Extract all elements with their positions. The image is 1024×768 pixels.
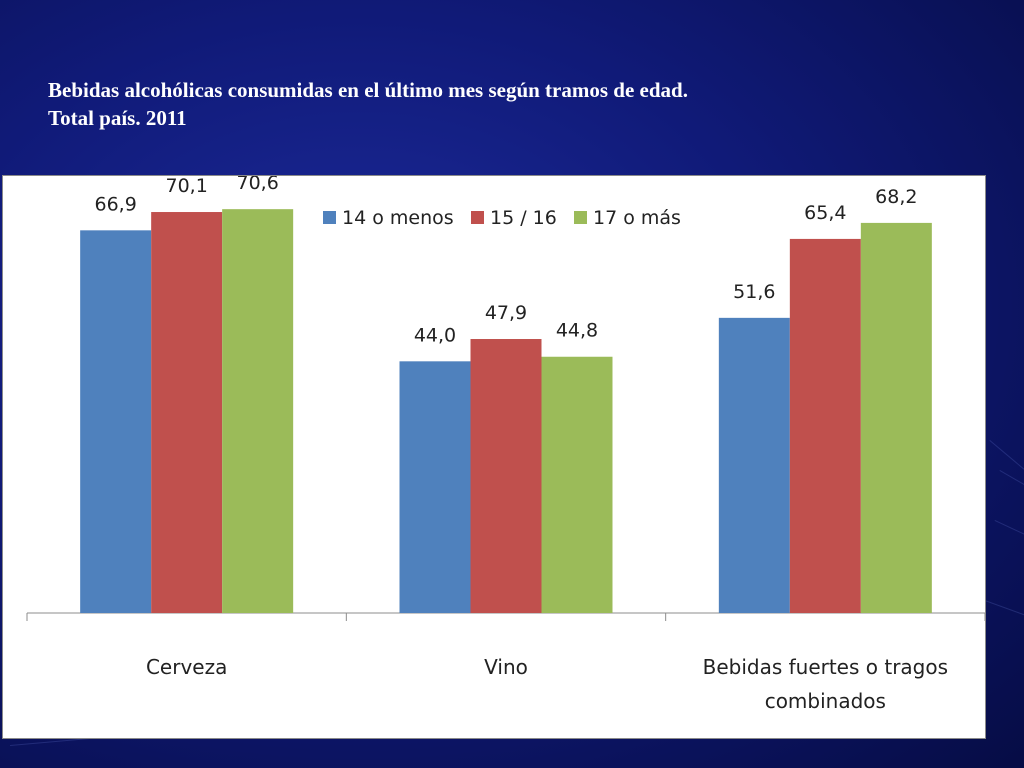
legend-swatch bbox=[471, 211, 484, 224]
data-label: 51,6 bbox=[733, 281, 775, 303]
bar-17-o-m-s bbox=[222, 209, 294, 613]
bar-14-o-menos bbox=[80, 230, 152, 613]
slide-title: Bebidas alcohólicas consumidas en el últ… bbox=[48, 76, 1008, 132]
bar-15-16 bbox=[470, 339, 542, 613]
bar-15-16 bbox=[789, 238, 861, 614]
category-label: Vino bbox=[484, 655, 528, 679]
chart-area: 66,9 70,1 70,6 Cerveza 44,0 47,9 44,8 Vino 51,6 6… bbox=[2, 175, 986, 739]
background-streak bbox=[984, 600, 1024, 617]
legend-entry: 14 o menos bbox=[342, 207, 454, 229]
bar-17-o-m-s bbox=[860, 222, 932, 613]
data-label: 44,8 bbox=[556, 320, 598, 342]
background-streak bbox=[994, 520, 1024, 538]
slide-title-line-1: Bebidas alcohólicas consumidas en el últ… bbox=[48, 78, 688, 102]
background-streak bbox=[999, 470, 1024, 496]
data-label: 44,0 bbox=[414, 324, 456, 346]
bar-chart: 66,9 70,1 70,6 Cerveza 44,0 47,9 44,8 Vino 51,6 6… bbox=[26, 176, 985, 713]
bar-15-16 bbox=[151, 212, 223, 613]
data-label: 68,2 bbox=[875, 186, 917, 208]
bar-14-o-menos bbox=[718, 317, 790, 613]
legend-swatch bbox=[574, 211, 587, 224]
legend-swatch bbox=[323, 211, 336, 224]
legend-entry: 17 o más bbox=[593, 207, 681, 229]
bar-14-o-menos bbox=[399, 361, 471, 613]
data-label: 70,6 bbox=[237, 176, 279, 194]
bar-17-o-m-s bbox=[541, 356, 613, 613]
category-label: Bebidas fuertes o tragos bbox=[703, 655, 948, 679]
slide-title-line-2: Total país. 2011 bbox=[48, 106, 187, 130]
data-label: 47,9 bbox=[485, 302, 527, 324]
category-label: combinados bbox=[765, 689, 886, 713]
data-label: 70,1 bbox=[166, 176, 208, 197]
legend-entry: 15 / 16 bbox=[490, 207, 557, 229]
data-label: 65,4 bbox=[804, 202, 846, 224]
category-label: Cerveza bbox=[146, 655, 227, 679]
data-label: 66,9 bbox=[95, 193, 137, 215]
